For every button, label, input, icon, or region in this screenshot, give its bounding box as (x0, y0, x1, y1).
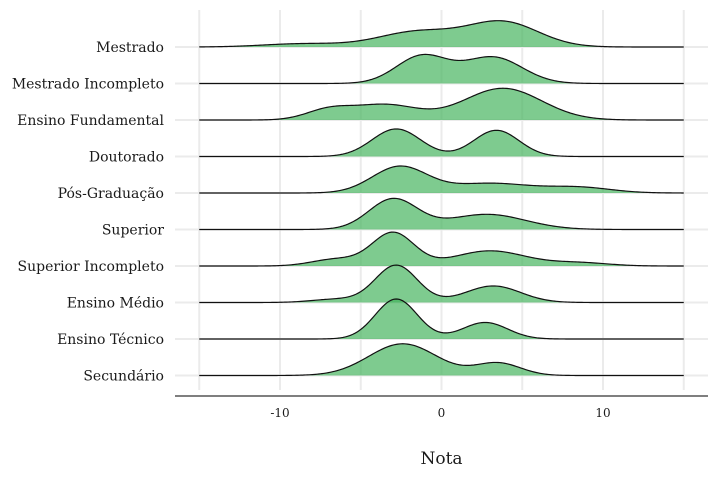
ridge-outline (199, 197, 684, 231)
ridge-5 (199, 197, 684, 231)
category-label: Pós-Graduação (58, 186, 164, 202)
ridge-outline (199, 298, 684, 340)
x-tick-layer: -10 0 10 (270, 406, 610, 420)
ridge-outline (199, 264, 684, 304)
ridge-area (199, 88, 684, 120)
category-label: Ensino Fundamental (17, 113, 164, 129)
x-tick-label: -10 (270, 406, 289, 420)
ridge-8 (199, 298, 684, 340)
ridge-area (199, 128, 684, 157)
ridge-outline (199, 20, 684, 48)
ridge-area (199, 232, 684, 266)
ridge-2 (199, 87, 684, 121)
category-label-layer: Mestrado Mestrado Incompleto Ensino Fundam… (12, 40, 165, 385)
ridge-4 (199, 165, 684, 194)
ridge-0 (199, 20, 684, 48)
ridge-9 (199, 343, 684, 377)
x-tick-label: 0 (438, 406, 446, 420)
ridge-outline (199, 87, 684, 121)
ridge-outline (199, 343, 684, 377)
ridge-outline (199, 165, 684, 194)
category-label: Mestrado (96, 40, 164, 56)
ridge-area (199, 20, 684, 47)
category-label: Secundário (83, 369, 164, 385)
category-label: Doutorado (89, 150, 164, 166)
ridge-6 (199, 231, 684, 267)
x-tick-label: 10 (595, 406, 610, 420)
category-label: Superior Incompleto (18, 259, 164, 275)
ridge-outline (199, 53, 684, 85)
category-label: Mestrado Incompleto (12, 77, 164, 93)
ridge-1 (199, 53, 684, 85)
x-axis-title: Nota (420, 449, 462, 469)
ridge-outline (199, 231, 684, 267)
ridge-area (199, 54, 684, 84)
ridge-layer (199, 20, 684, 377)
ridge-area (199, 343, 684, 376)
ridge-3 (199, 128, 684, 158)
category-label: Ensino Técnico (57, 332, 164, 348)
ridge-area (199, 198, 684, 230)
ridge-7 (199, 264, 684, 304)
category-label: Superior (102, 223, 164, 239)
category-label: Ensino Médio (67, 296, 164, 312)
ridge-outline (199, 128, 684, 158)
